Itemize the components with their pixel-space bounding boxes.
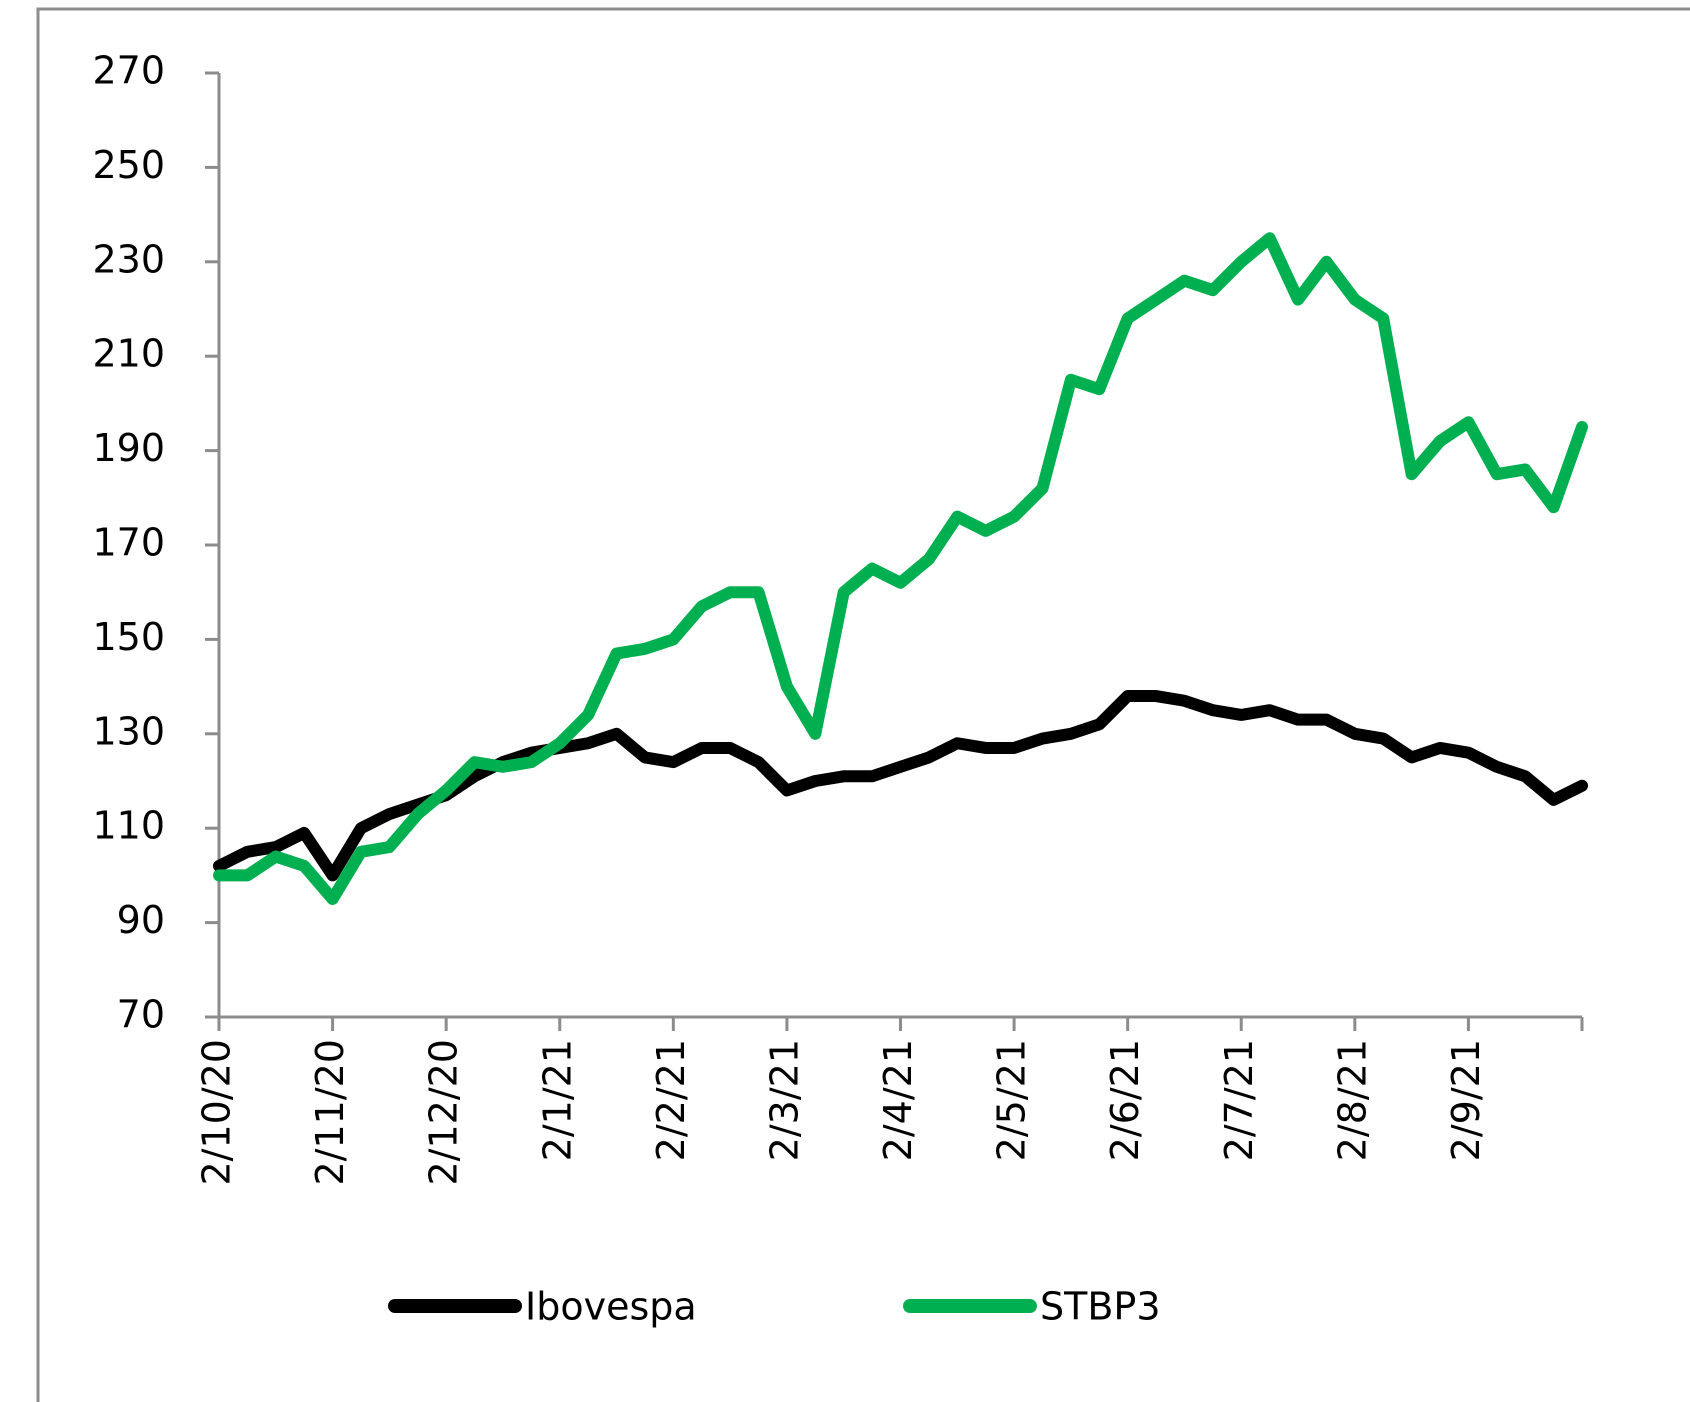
x-tick-label: 2/9/21 xyxy=(1444,1039,1488,1161)
y-tick-label: 170 xyxy=(92,521,165,565)
x-tick-label: 2/5/21 xyxy=(990,1039,1034,1161)
x-tick-label: 2/7/21 xyxy=(1217,1039,1261,1161)
legend-label: STBP3 xyxy=(1040,1285,1161,1329)
chart-frame xyxy=(36,7,1690,1402)
x-tick-label: 2/6/21 xyxy=(1103,1039,1147,1161)
y-tick-label: 230 xyxy=(92,237,165,281)
legend-label: Ibovespa xyxy=(525,1285,697,1329)
x-tick-label: 2/4/21 xyxy=(876,1039,920,1161)
y-tick-label: 250 xyxy=(92,143,165,187)
x-tick-label: 2/10/20 xyxy=(195,1039,239,1186)
y-tick-label: 70 xyxy=(117,993,165,1037)
series-line xyxy=(213,232,1588,905)
x-tick-label: 2/3/21 xyxy=(762,1039,806,1161)
y-tick-label: 130 xyxy=(92,709,165,753)
y-tick-label: 190 xyxy=(92,426,165,470)
y-tick-label: 110 xyxy=(92,804,165,848)
x-tick-label: 2/2/21 xyxy=(649,1039,693,1161)
x-tick-label: 2/11/20 xyxy=(308,1039,352,1186)
x-tick-label: 2/1/21 xyxy=(535,1039,579,1161)
series-line xyxy=(213,690,1588,882)
y-tick-label: 150 xyxy=(92,615,165,659)
y-tick-label: 90 xyxy=(117,898,165,942)
x-tick-label: 2/8/21 xyxy=(1330,1039,1374,1161)
y-tick-label: 270 xyxy=(92,49,165,93)
x-tick-label: 2/12/20 xyxy=(422,1039,466,1186)
y-tick-label: 210 xyxy=(92,332,165,376)
